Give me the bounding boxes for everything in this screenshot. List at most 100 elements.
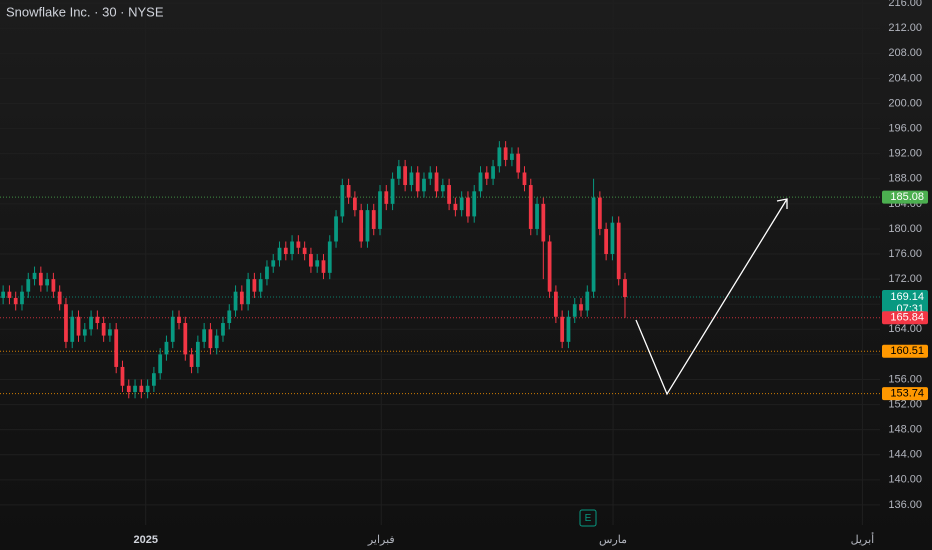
- y-tick-label: 196.00: [888, 122, 922, 134]
- x-tick-label: أبريل: [851, 532, 875, 546]
- candle-body: [13, 297, 18, 305]
- candle-body: [378, 191, 382, 229]
- y-tick-label: 176.00: [888, 248, 922, 260]
- candle-body: [45, 279, 49, 286]
- candle-body: [359, 210, 364, 242]
- candle-body: [623, 279, 627, 298]
- candle-body: [57, 291, 62, 305]
- x-tick-label: فبراير: [367, 534, 395, 546]
- candle-body: [327, 241, 332, 273]
- y-tick-label: 208.00: [888, 47, 922, 59]
- candle-body: [271, 260, 276, 267]
- candle-body: [170, 316, 175, 342]
- y-tick-label: 204.00: [888, 72, 922, 84]
- candle-body: [365, 210, 370, 242]
- candle-body: [164, 341, 169, 355]
- candle-body: [459, 197, 464, 211]
- candle-body: [1, 291, 6, 298]
- candle-body: [409, 172, 414, 186]
- candle-body: [20, 291, 24, 305]
- candle-body: [120, 366, 125, 386]
- candle-body: [560, 316, 565, 342]
- earnings-label: E: [585, 513, 592, 524]
- candle-body: [214, 335, 219, 349]
- candle-body: [76, 316, 81, 336]
- candle-body: [189, 354, 194, 367]
- y-tick-label: 180.00: [888, 223, 922, 235]
- candle-body: [70, 316, 75, 342]
- y-tick-label: 164.00: [888, 323, 922, 335]
- forecast-path: [635, 198, 788, 396]
- candle-body: [283, 247, 288, 255]
- candle-body: [554, 291, 558, 317]
- price-label: 169.14: [890, 291, 924, 303]
- candle-body: [64, 304, 68, 342]
- candle-body: [158, 354, 163, 374]
- price-label: 165.84: [890, 312, 924, 324]
- arrow-head: [776, 198, 788, 209]
- candle-body: [403, 166, 408, 186]
- candle-body: [258, 279, 263, 292]
- candle-body: [89, 316, 93, 330]
- x-tick-label: مارس: [599, 534, 627, 546]
- candle-body: [309, 254, 313, 267]
- candle-body: [227, 310, 232, 324]
- candle-body: [246, 279, 250, 305]
- candle-body: [126, 385, 131, 393]
- candle-body: [321, 260, 326, 273]
- candle-body: [371, 210, 376, 229]
- candle-body: [202, 329, 207, 342]
- candle-body: [82, 329, 87, 336]
- candle-body: [290, 241, 294, 255]
- candle-body: [346, 185, 351, 198]
- candle-body: [95, 316, 100, 324]
- y-tick-label: 216.00: [888, 0, 922, 9]
- candle-body: [434, 172, 439, 192]
- y-tick-label: 172.00: [888, 273, 922, 285]
- candle-body: [277, 247, 282, 261]
- candle-body: [585, 291, 590, 311]
- candle-body: [334, 216, 338, 242]
- y-tick-label: 156.00: [888, 373, 922, 385]
- candle-body: [472, 191, 477, 217]
- price-label-box: [882, 387, 928, 401]
- candle-body: [566, 316, 571, 342]
- candle-body: [265, 266, 269, 280]
- candle-body: [447, 185, 451, 204]
- axes: 136.00 140.00 144.00 148.00 152.00 156.00 160.…: [133, 0, 928, 546]
- candle-body: [535, 203, 539, 229]
- candle-body: [114, 329, 119, 367]
- price-label-box: [882, 311, 928, 325]
- price-label-box: [882, 190, 928, 204]
- candle-body: [32, 272, 37, 280]
- candle-body: [302, 247, 307, 255]
- candles: [1, 141, 627, 399]
- candle-body: [604, 228, 609, 255]
- candle-body: [503, 147, 508, 160]
- price-label-box: [882, 290, 928, 317]
- drawing-arrow: [635, 198, 788, 396]
- candle-body: [440, 185, 445, 192]
- candle-body: [340, 185, 345, 217]
- candle-body: [478, 172, 483, 192]
- candle-body: [26, 279, 31, 292]
- price-label: 153.74: [890, 388, 924, 400]
- candle-body: [453, 203, 458, 211]
- candle-body: [183, 323, 188, 355]
- candle-body: [38, 272, 43, 286]
- candle-body: [572, 304, 577, 317]
- earnings-badge: E: [579, 509, 597, 527]
- candle-body: [497, 147, 502, 167]
- grid: [0, 0, 880, 525]
- candle-body: [7, 291, 12, 298]
- candle-body: [428, 172, 433, 179]
- candle-body: [315, 260, 320, 267]
- candle-body: [296, 241, 301, 248]
- candle-body: [152, 373, 156, 386]
- candle-body: [233, 291, 238, 311]
- candle-body: [484, 172, 489, 179]
- candle-body: [384, 191, 389, 204]
